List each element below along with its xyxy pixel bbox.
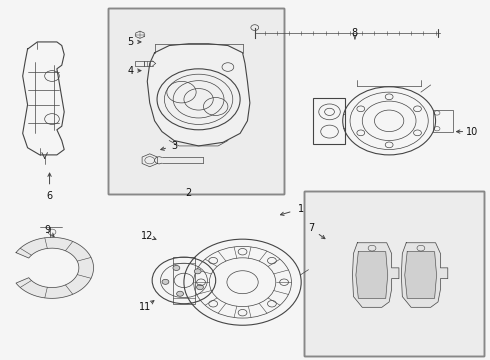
Text: 12: 12 bbox=[141, 231, 153, 240]
Text: 10: 10 bbox=[466, 127, 478, 136]
Bar bbox=[135, 61, 144, 66]
Bar bbox=[108, 8, 284, 194]
Text: 9: 9 bbox=[44, 225, 50, 235]
Text: 8: 8 bbox=[352, 28, 358, 38]
Circle shape bbox=[195, 269, 201, 274]
Circle shape bbox=[173, 265, 180, 270]
Bar bbox=[304, 191, 485, 356]
Circle shape bbox=[176, 291, 183, 296]
Text: 3: 3 bbox=[171, 141, 177, 151]
Circle shape bbox=[162, 279, 169, 284]
Text: 1: 1 bbox=[298, 204, 304, 214]
Circle shape bbox=[196, 285, 203, 290]
Text: 4: 4 bbox=[127, 66, 133, 76]
Bar bbox=[304, 191, 485, 356]
Text: 2: 2 bbox=[186, 188, 192, 198]
Text: 11: 11 bbox=[139, 302, 151, 312]
Polygon shape bbox=[147, 44, 250, 146]
Text: 5: 5 bbox=[127, 37, 133, 47]
Polygon shape bbox=[405, 252, 437, 298]
Polygon shape bbox=[352, 243, 399, 307]
Bar bbox=[173, 257, 195, 304]
Bar bbox=[433, 110, 453, 132]
Polygon shape bbox=[401, 243, 448, 307]
Text: 6: 6 bbox=[47, 191, 52, 201]
Text: 7: 7 bbox=[308, 224, 314, 233]
Bar bbox=[108, 8, 284, 194]
Bar bbox=[314, 98, 345, 144]
Polygon shape bbox=[16, 237, 94, 298]
Polygon shape bbox=[356, 252, 388, 298]
